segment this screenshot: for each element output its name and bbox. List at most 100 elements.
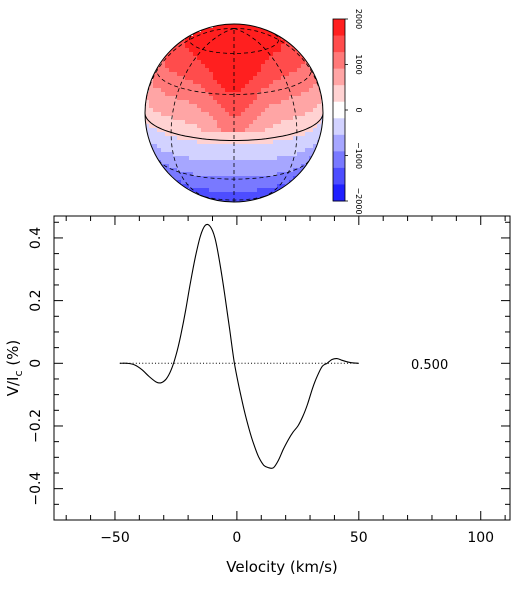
sphere-cell xyxy=(217,180,222,185)
sphere-cell xyxy=(153,112,158,117)
sphere-cell xyxy=(193,156,198,161)
sphere-cell xyxy=(229,164,234,169)
sphere-cell xyxy=(305,112,310,117)
sphere-cell xyxy=(181,152,186,157)
sphere-cell xyxy=(317,112,322,117)
sphere-cell xyxy=(293,76,298,81)
sphere-cell xyxy=(229,96,234,101)
sphere-cell xyxy=(237,172,242,177)
sphere-cell xyxy=(257,124,262,129)
sphere-cell xyxy=(209,124,214,129)
sphere-cell xyxy=(313,104,318,109)
sphere-cell xyxy=(253,36,258,41)
sphere-cell xyxy=(185,176,190,181)
sphere-cell xyxy=(249,160,254,165)
sphere-cell xyxy=(229,180,234,185)
y-axis-label-main: V/I xyxy=(4,377,22,397)
sphere-cell xyxy=(277,96,282,101)
sphere-cell xyxy=(201,124,206,129)
sphere-cell xyxy=(177,160,182,165)
sphere-cell xyxy=(313,136,318,141)
sphere-cell xyxy=(297,160,302,165)
sphere-cell xyxy=(233,32,238,37)
sphere-cell xyxy=(269,124,274,129)
x-axis-label: Velocity (km/s) xyxy=(226,558,337,576)
sphere-cell xyxy=(273,112,278,117)
sphere-cell xyxy=(181,108,186,113)
sphere-cell xyxy=(249,40,254,45)
sphere-cell xyxy=(233,68,238,73)
sphere-cell xyxy=(245,192,250,197)
sphere-cell xyxy=(217,120,222,125)
sphere-cell xyxy=(205,44,210,49)
sphere-cell xyxy=(181,84,186,89)
sphere-cell xyxy=(185,128,190,133)
sphere-cell xyxy=(213,52,218,57)
sphere-cell xyxy=(193,112,198,117)
sphere-cell xyxy=(213,100,218,105)
sphere-cell xyxy=(293,84,298,89)
sphere-cell xyxy=(233,168,238,173)
sphere-cell xyxy=(157,104,162,109)
sphere-cell xyxy=(233,164,238,169)
sphere-cell xyxy=(289,120,294,125)
sphere-cell xyxy=(321,104,323,109)
sphere-cell xyxy=(201,108,206,113)
sphere-cell xyxy=(169,160,174,165)
sphere-cell xyxy=(253,48,258,53)
sphere-cell xyxy=(289,96,294,101)
colorbar-block xyxy=(333,68,345,86)
sphere-cell xyxy=(289,124,294,129)
y-axis-label-units: (%) xyxy=(4,340,22,371)
sphere-cell xyxy=(277,172,282,177)
sphere-cell xyxy=(245,180,250,185)
stokes-v-profile-line xyxy=(119,223,359,469)
sphere-cell xyxy=(229,88,234,93)
sphere-cell xyxy=(253,76,258,81)
sphere-cell xyxy=(313,108,318,113)
sphere-cell xyxy=(189,108,194,113)
sphere-cell xyxy=(261,132,266,137)
sphere-cell xyxy=(213,152,218,157)
sphere-cell xyxy=(189,36,194,41)
sphere-outline xyxy=(144,23,324,203)
sphere-cell xyxy=(249,124,254,129)
y-tick-label: −0.4 xyxy=(28,472,44,506)
sphere-cell xyxy=(169,64,174,69)
sphere-cell xyxy=(273,56,278,61)
sphere-cell xyxy=(197,64,202,69)
sphere-cell xyxy=(205,84,210,89)
sphere-cell xyxy=(201,136,206,141)
sphere-cell xyxy=(197,72,202,77)
sphere-cell xyxy=(209,120,214,125)
sphere-cell xyxy=(249,100,254,105)
sphere-cell xyxy=(205,156,210,161)
sphere-cell xyxy=(221,116,226,121)
sphere-cell xyxy=(209,144,214,149)
sphere-cell xyxy=(201,68,206,73)
sphere-cell xyxy=(189,132,194,137)
sphere-cell xyxy=(169,144,174,149)
sphere-cell xyxy=(293,88,298,93)
sphere-cell xyxy=(209,100,214,105)
sphere-cell xyxy=(217,60,222,65)
sphere-cell xyxy=(305,108,310,113)
sphere-cell xyxy=(289,92,294,97)
sphere-cell xyxy=(181,132,186,137)
sphere-cell xyxy=(165,160,170,165)
sphere-cell xyxy=(197,32,202,37)
sphere-cell xyxy=(209,40,214,45)
sphere-cell xyxy=(225,148,230,153)
sphere-cell xyxy=(213,108,218,113)
sphere-cell xyxy=(249,196,254,201)
sphere-cell xyxy=(249,112,254,117)
sphere-cell xyxy=(257,68,262,73)
sphere-cell xyxy=(261,172,266,177)
sphere-cell xyxy=(245,112,250,117)
sphere-cell xyxy=(201,144,206,149)
colorbar-tick-label: 0 xyxy=(354,107,363,112)
sphere-cell xyxy=(301,108,306,113)
sphere-cell xyxy=(201,104,206,109)
sphere-cell xyxy=(285,72,290,77)
